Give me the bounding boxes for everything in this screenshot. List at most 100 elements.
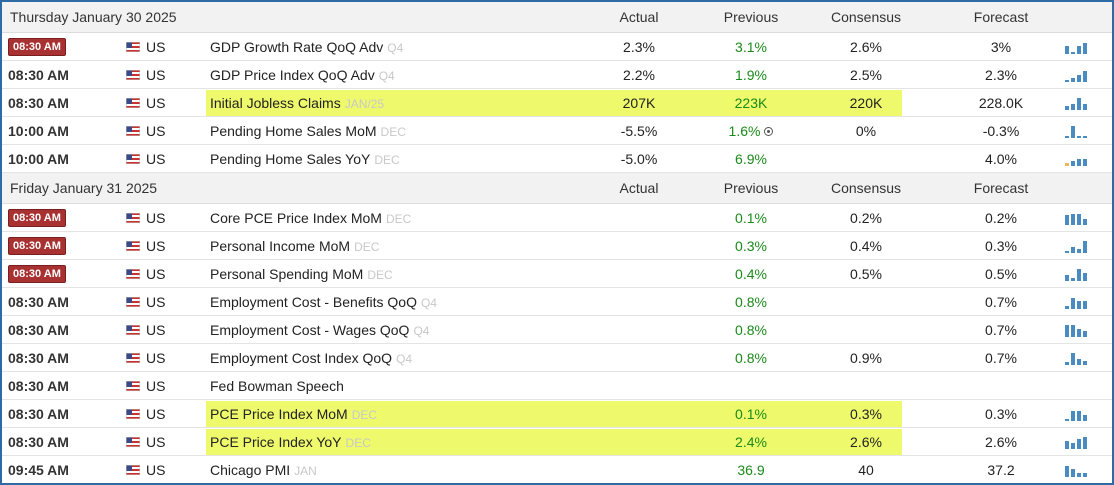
event-row[interactable]: 08:30 AM US Employment Cost Index QoQ Q4 0.8…: [2, 344, 1112, 372]
event-name[interactable]: GDP Price Index QoQ Adv Q4: [210, 61, 395, 89]
event-country: US: [146, 95, 166, 111]
previous-value: 223K: [696, 89, 806, 117]
event-name[interactable]: Core PCE Price Index MoM DEC: [210, 204, 411, 232]
column-header-actual[interactable]: Actual: [619, 9, 659, 25]
event-name-text[interactable]: Personal Spending MoM: [210, 266, 364, 282]
sparkline-bar: [1071, 411, 1075, 421]
highlight-marker: [206, 401, 902, 427]
column-header-previous[interactable]: Previous: [723, 180, 779, 196]
sparkline-chart-icon[interactable]: [1065, 462, 1093, 477]
sparkline-chart-icon[interactable]: [1065, 434, 1093, 449]
revised-icon[interactable]: [764, 126, 774, 136]
us-flag-icon: [126, 381, 140, 391]
sparkline-chart-icon[interactable]: [1065, 238, 1093, 253]
event-row[interactable]: 09:45 AM US Chicago PMI JAN 36.9 40 37.2: [2, 456, 1112, 483]
sparkline-bar: [1083, 241, 1087, 253]
event-name-text[interactable]: GDP Price Index QoQ Adv: [210, 67, 375, 83]
event-name[interactable]: Fed Bowman Speech: [210, 372, 344, 400]
sparkline-bar: [1077, 159, 1081, 166]
sparkline-bar: [1083, 437, 1087, 449]
forecast-value: 0.2%: [985, 210, 1017, 226]
us-flag-icon: [126, 126, 140, 136]
event-name-text[interactable]: Initial Jobless Claims: [210, 95, 341, 111]
event-name-text[interactable]: Employment Cost Index QoQ: [210, 350, 393, 366]
event-row[interactable]: 08:30 AM US Initial Jobless Claims JAN/25 20…: [2, 89, 1112, 117]
event-name[interactable]: Employment Cost - Benefits QoQ Q4: [210, 288, 437, 316]
event-row[interactable]: 08:30 AM US Personal Income MoM DEC 0.3% 0.4%…: [2, 232, 1112, 260]
event-name[interactable]: Chicago PMI JAN: [210, 456, 317, 483]
sparkline-bar: [1065, 106, 1069, 110]
sparkline-chart-icon[interactable]: [1065, 67, 1093, 82]
event-name-text[interactable]: PCE Price Index YoY: [210, 434, 342, 450]
column-header-consensus[interactable]: Consensus: [830, 180, 902, 196]
event-row[interactable]: 08:30 AM US PCE Price Index MoM DEC 0.1% 0.3%…: [2, 400, 1112, 428]
actual-value: 2.2%: [623, 67, 655, 83]
sparkline-chart-icon[interactable]: [1065, 123, 1093, 138]
event-row[interactable]: 08:30 AM US Personal Spending MoM DEC 0.4% 0.…: [2, 260, 1112, 288]
sparkline: [1065, 350, 1093, 365]
column-header-actual[interactable]: Actual: [619, 180, 659, 196]
us-flag-icon: [126, 353, 140, 363]
event-name[interactable]: GDP Growth Rate QoQ Adv Q4: [210, 33, 403, 61]
us-flag-icon: [126, 409, 140, 419]
consensus-value: 0%: [855, 123, 877, 139]
event-reference-period: DEC: [380, 125, 406, 139]
event-reference-period: JAN/25: [344, 97, 385, 111]
sparkline-chart-icon[interactable]: [1065, 151, 1093, 166]
sparkline-chart-icon[interactable]: [1065, 210, 1093, 225]
event-name[interactable]: Pending Home Sales YoY DEC: [210, 145, 400, 173]
forecast-value: 0.3%: [985, 406, 1017, 422]
event-name-text[interactable]: Pending Home Sales MoM: [210, 123, 377, 139]
column-header-previous[interactable]: Previous: [723, 9, 779, 25]
event-row[interactable]: 08:30 AM US Fed Bowman Speech: [2, 372, 1112, 400]
column-header-consensus[interactable]: Consensus: [830, 9, 902, 25]
sparkline: [1065, 95, 1093, 110]
sparkline-chart-icon[interactable]: [1065, 294, 1093, 309]
event-name-text[interactable]: Personal Income MoM: [210, 238, 351, 254]
event-name[interactable]: Initial Jobless Claims JAN/25: [210, 89, 384, 117]
column-header-forecast[interactable]: Forecast: [973, 180, 1029, 196]
forecast-value: 0.3%: [985, 238, 1017, 254]
sparkline-chart-icon[interactable]: [1065, 95, 1093, 110]
sparkline-chart-icon[interactable]: [1065, 406, 1093, 421]
event-name[interactable]: Personal Spending MoM DEC: [210, 260, 393, 288]
event-row[interactable]: 08:30 AM US GDP Price Index QoQ Adv Q4 2.2% 1…: [2, 61, 1112, 89]
actual-value: -5.0%: [620, 151, 658, 167]
flag-cell: [126, 269, 140, 279]
event-name-text[interactable]: Employment Cost - Benefits QoQ: [210, 294, 417, 310]
forecast-value: 228.0K: [978, 95, 1024, 111]
event-name-text[interactable]: Core PCE Price Index MoM: [210, 210, 382, 226]
event-time: 08:30 AM: [8, 204, 66, 232]
event-name[interactable]: PCE Price Index YoY DEC: [210, 428, 371, 456]
event-name-text[interactable]: Fed Bowman Speech: [210, 378, 344, 394]
sparkline: [1065, 462, 1093, 477]
event-time: 08:30 AM: [8, 434, 69, 450]
event-name-text[interactable]: Chicago PMI: [210, 462, 291, 478]
event-name-text[interactable]: Employment Cost - Wages QoQ: [210, 322, 410, 338]
sparkline-bar: [1065, 163, 1069, 166]
event-name[interactable]: Employment Cost Index QoQ Q4: [210, 344, 412, 372]
column-header-forecast[interactable]: Forecast: [973, 9, 1029, 25]
sparkline-chart-icon[interactable]: [1065, 350, 1093, 365]
event-country: US: [146, 322, 166, 338]
sparkline-chart-icon[interactable]: [1065, 266, 1093, 281]
event-name-text[interactable]: Pending Home Sales YoY: [210, 151, 371, 167]
event-row[interactable]: 10:00 AM US Pending Home Sales YoY DEC -5.0%…: [2, 145, 1112, 173]
event-row[interactable]: 08:30 AM US Employment Cost - Benefits QoQ…: [2, 288, 1112, 316]
event-row[interactable]: 08:30 AM US GDP Growth Rate QoQ Adv Q4 2.3% 3…: [2, 33, 1112, 61]
event-name-text[interactable]: PCE Price Index MoM: [210, 406, 348, 422]
event-row[interactable]: 10:00 AM US Pending Home Sales MoM DEC -5.5%…: [2, 117, 1112, 145]
sparkline-bar: [1077, 411, 1081, 421]
sparkline-chart-icon[interactable]: [1065, 39, 1093, 54]
event-name[interactable]: Pending Home Sales MoM DEC: [210, 117, 406, 145]
sparkline-chart-icon[interactable]: [1065, 322, 1093, 337]
event-row[interactable]: 08:30 AM US Core PCE Price Index MoM DEC 0.1…: [2, 204, 1112, 232]
event-name-text[interactable]: GDP Growth Rate QoQ Adv: [210, 39, 384, 55]
event-name[interactable]: Personal Income MoM DEC: [210, 232, 379, 260]
sparkline-bar: [1077, 301, 1081, 309]
event-name[interactable]: PCE Price Index MoM DEC: [210, 400, 377, 428]
event-row[interactable]: 08:30 AM US PCE Price Index YoY DEC 2.4% 2.6%…: [2, 428, 1112, 456]
event-name[interactable]: Employment Cost - Wages QoQ Q4: [210, 316, 429, 344]
event-row[interactable]: 08:30 AM US Employment Cost - Wages QoQ Q4 0…: [2, 316, 1112, 344]
forecast-value: 3%: [990, 39, 1012, 55]
